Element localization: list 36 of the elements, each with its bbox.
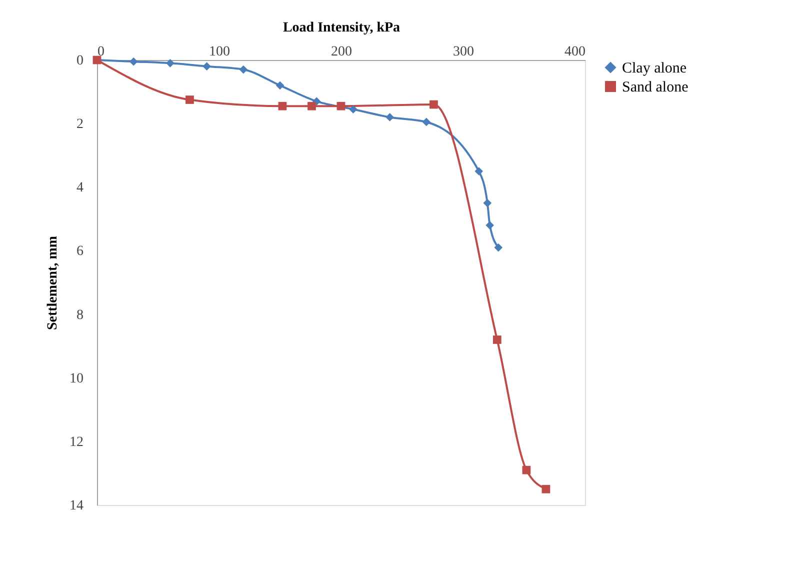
point bbox=[278, 102, 287, 110]
point bbox=[349, 105, 358, 114]
y-tick-label: 8 bbox=[76, 308, 84, 323]
y-tick-label: 14 bbox=[70, 498, 84, 514]
x-tick-label: 200 bbox=[331, 44, 352, 60]
point bbox=[422, 118, 431, 126]
point bbox=[430, 100, 438, 109]
y-tick-label: 10 bbox=[70, 371, 84, 386]
point bbox=[239, 65, 248, 74]
x-tick-label: 400 bbox=[564, 44, 586, 60]
point bbox=[386, 113, 394, 122]
x-tick-label: 300 bbox=[453, 44, 474, 60]
point bbox=[129, 57, 138, 66]
x-tick-label: 100 bbox=[209, 44, 230, 60]
point bbox=[474, 167, 484, 176]
y-tick-label: 2 bbox=[76, 117, 84, 132]
point bbox=[492, 336, 502, 344]
point bbox=[542, 484, 550, 494]
point bbox=[166, 58, 174, 68]
point bbox=[276, 81, 284, 90]
point bbox=[186, 96, 194, 104]
point bbox=[483, 198, 492, 208]
y-tick-label: 4 bbox=[76, 180, 84, 196]
y-tick-label: 6 bbox=[76, 244, 84, 260]
y-axis-title: Settlement, mm bbox=[46, 236, 60, 330]
point bbox=[202, 62, 211, 71]
point bbox=[308, 102, 316, 110]
legend-label: Clay alone bbox=[622, 60, 687, 76]
point bbox=[494, 243, 503, 252]
x-tick-label: 0 bbox=[98, 44, 104, 60]
y-tick-label: 12 bbox=[70, 434, 84, 450]
x-axis-title: Load Intensity, kPa bbox=[282, 20, 400, 36]
point bbox=[522, 466, 531, 474]
point bbox=[486, 221, 494, 230]
legend-label: Sand alone bbox=[622, 80, 689, 96]
point bbox=[336, 102, 346, 110]
